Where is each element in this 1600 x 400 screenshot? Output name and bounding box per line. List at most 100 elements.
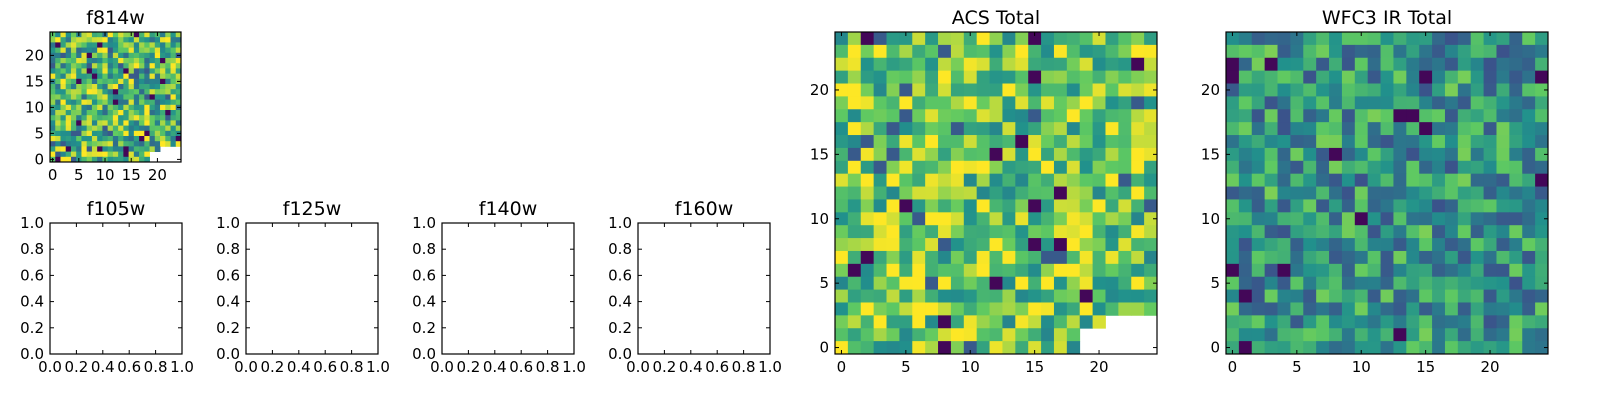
heatmap-cell [133, 146, 140, 152]
heatmap-cell [950, 135, 965, 149]
heatmap-cell [133, 89, 140, 95]
heatmap-cell [1509, 341, 1523, 355]
heatmap-cell [1419, 238, 1433, 252]
heatmap-cell [1002, 212, 1016, 226]
heatmap-cell [70, 136, 77, 142]
heatmap-cell [1002, 263, 1016, 278]
heatmap-cell [149, 125, 156, 132]
heatmap-cell [950, 44, 965, 59]
heatmap-cell [938, 315, 952, 329]
heatmap-cell [107, 37, 114, 43]
heatmap-cell [847, 147, 862, 162]
heatmap-cell [1290, 83, 1304, 97]
heatmap-cell [1367, 122, 1381, 136]
heatmap-cell [60, 52, 67, 59]
heatmap-cell [1509, 250, 1523, 265]
heatmap-cell [1041, 70, 1055, 84]
heatmap-cell [860, 122, 875, 136]
heatmap-cell [170, 63, 177, 69]
heatmap-cell [55, 120, 61, 126]
heatmap-cell [112, 94, 119, 100]
heatmap-cell [1496, 250, 1510, 265]
heatmap-cell [1496, 32, 1510, 46]
heatmap-cell [1066, 122, 1081, 136]
heatmap-cell [1354, 341, 1369, 355]
heatmap-cell [1341, 109, 1356, 123]
heatmap-cell [1432, 32, 1446, 46]
heatmap-cell [1329, 238, 1343, 252]
heatmap-cell [1131, 225, 1145, 239]
heatmap-cell [149, 68, 156, 74]
heatmap-cell [1457, 122, 1472, 136]
heatmap-cell [1329, 250, 1343, 265]
heatmap-cell [91, 130, 98, 137]
heatmap-cell [1329, 147, 1343, 162]
heatmap-cell [175, 94, 182, 100]
heatmap-cell [76, 37, 82, 43]
heatmap-cell [1226, 173, 1240, 187]
heatmap-cell [1470, 328, 1484, 342]
heatmap-cell [128, 136, 135, 142]
heatmap-cell [1522, 328, 1536, 342]
heatmap-cell [170, 120, 177, 126]
heatmap-cell [1406, 238, 1420, 252]
heatmap-cell [925, 341, 939, 355]
heatmap-cell [1354, 109, 1369, 123]
heatmap-cell [128, 146, 135, 152]
heatmap-cell [55, 84, 61, 90]
heatmap-cell [65, 99, 72, 106]
heatmap-cell [1264, 109, 1278, 123]
heatmap-cell [1470, 173, 1484, 187]
heatmap-cell [160, 42, 166, 48]
heatmap-cell [1444, 109, 1459, 123]
heatmap-cell [1303, 341, 1317, 355]
heatmap-cell [976, 276, 990, 290]
heatmap-cell [1105, 70, 1119, 84]
heatmap-cell [950, 32, 965, 46]
heatmap-cell [1264, 328, 1278, 342]
heatmap-cell [107, 94, 114, 100]
heatmap-cell [1483, 147, 1497, 162]
heatmap-cell [123, 68, 129, 74]
heatmap-cell [60, 63, 67, 69]
heatmap-cell [860, 44, 875, 59]
heatmap-cell [1277, 173, 1291, 187]
heatmap-cell [76, 110, 82, 116]
heatmap-cell [1066, 341, 1081, 355]
heatmap-cell [1277, 57, 1291, 72]
heatmap-cell [925, 225, 939, 239]
heatmap-cell [139, 130, 145, 137]
heatmap-cell [144, 125, 150, 132]
heatmap-cell [1028, 109, 1042, 123]
heatmap-cell [154, 78, 161, 85]
heatmap-cell [160, 63, 166, 69]
heatmap-cell [938, 199, 952, 213]
heatmap-cell [1079, 70, 1093, 84]
heatmap-cell [1496, 96, 1510, 110]
heatmap-cell [1238, 135, 1253, 149]
heatmap-cell [81, 84, 88, 90]
heatmap-cell [938, 250, 952, 265]
heatmap-cell [847, 122, 862, 136]
axes-frame [245, 222, 379, 355]
heatmap-cell [1496, 289, 1510, 303]
heatmap-cell [1496, 135, 1510, 149]
heatmap-cell [1144, 70, 1158, 84]
heatmap-cell [1483, 289, 1497, 303]
heatmap-cell [70, 52, 77, 59]
heatmap-cell [1380, 160, 1394, 175]
heatmap-cell [55, 68, 61, 74]
heatmap-cell [1053, 147, 1068, 162]
heatmap-cell [1251, 263, 1266, 278]
heatmap-cell [938, 186, 952, 200]
heatmap-cell [160, 99, 166, 106]
heatmap-cell [1444, 186, 1459, 200]
heatmap-cell [860, 135, 875, 149]
heatmap-cell [60, 146, 67, 152]
heatmap-cell [1419, 135, 1433, 149]
heatmap-cell [65, 68, 72, 74]
heatmap-cell [50, 84, 56, 90]
heatmap-cell [165, 141, 171, 147]
heatmap-cell [976, 32, 990, 46]
heatmap-cell [1367, 328, 1381, 342]
